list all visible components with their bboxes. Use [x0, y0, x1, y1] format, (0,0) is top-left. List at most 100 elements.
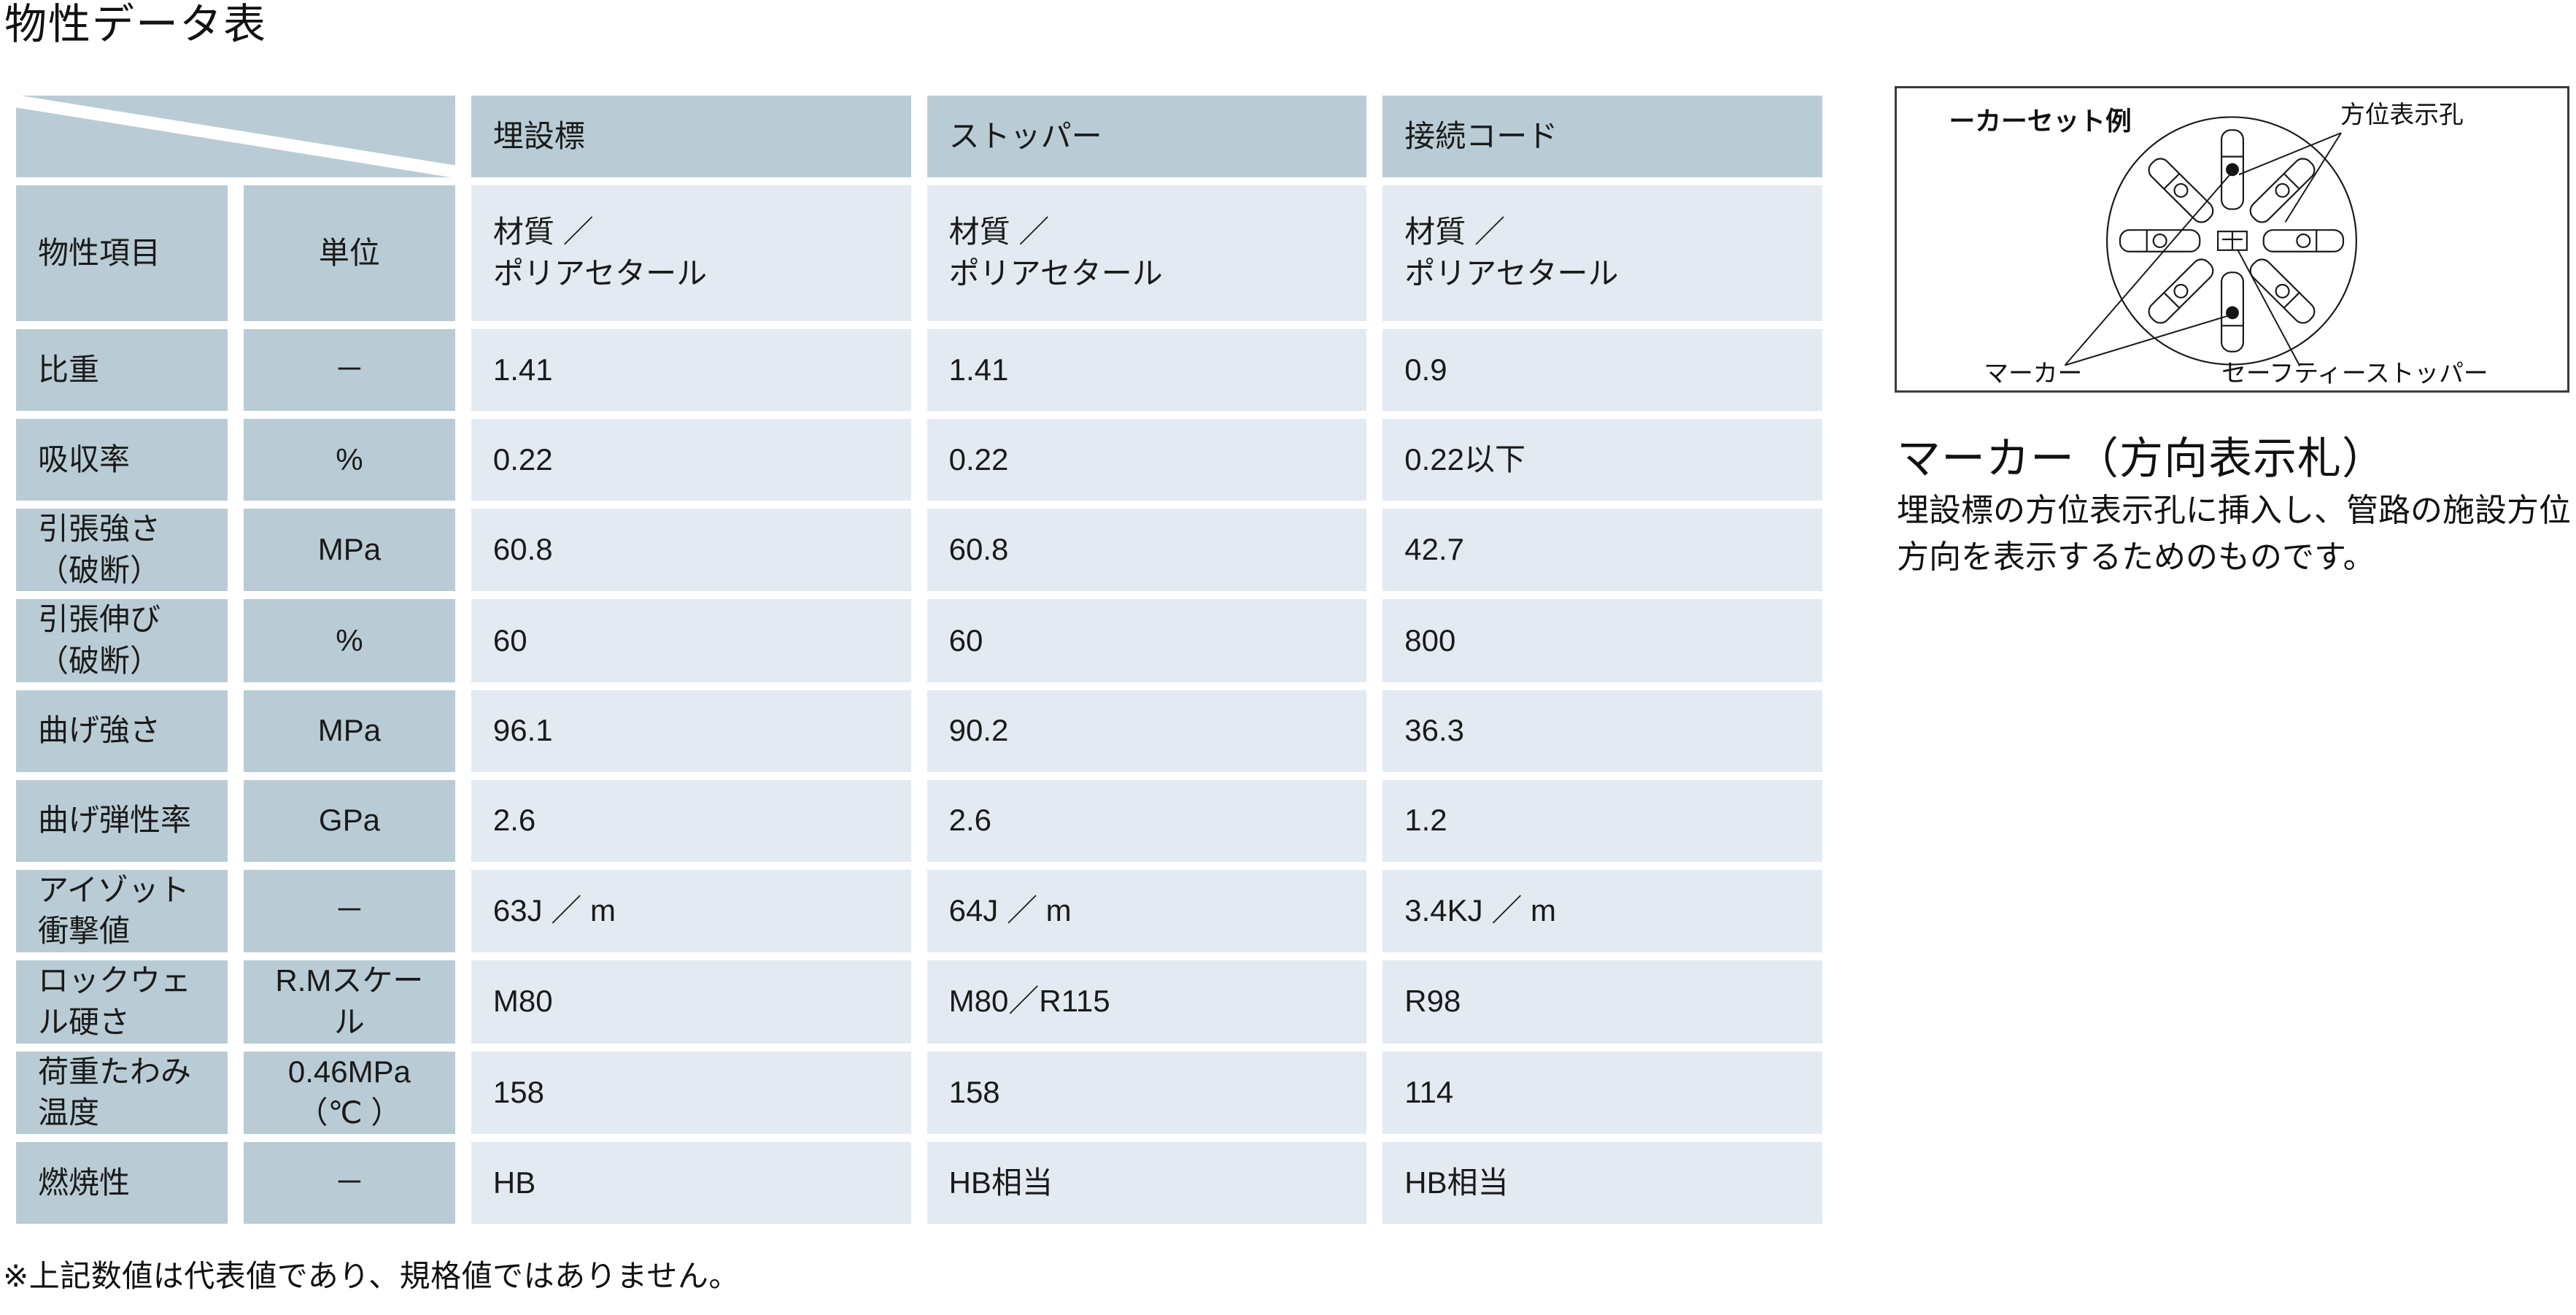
property-name-cell: 曲げ弾性率: [16, 779, 228, 862]
value-cell: HB: [471, 1141, 911, 1224]
slot-northeast: [2249, 258, 2316, 324]
value-cell: 64J ／ m: [927, 869, 1367, 953]
value-cell: 1.41: [471, 329, 911, 411]
table-row: 引張強さ（破断） MPa 60.8 60.8 42.7: [16, 509, 1822, 592]
value-cell: 1.41: [927, 329, 1367, 411]
unit-cell: MPa: [243, 509, 455, 592]
value-cell: 0.22以下: [1382, 419, 1822, 501]
value-cell: 0.9: [1382, 329, 1822, 411]
material-line-1: 材質 ／: [1404, 215, 1505, 250]
value-cell: 42.7: [1382, 509, 1822, 592]
label-direction-hole: 方位表示孔: [2340, 101, 2464, 128]
unit-cell: %: [243, 599, 455, 682]
material-cell-2: 材質 ／ ポリアセタール: [927, 185, 1367, 321]
value-cell: 158: [927, 1051, 1367, 1134]
table-row: 荷重たわみ温度 0.46MPa（℃ ） 158 158 114: [16, 1051, 1822, 1134]
value-cell: 60: [471, 599, 911, 682]
plate-circle: [2106, 116, 2357, 366]
property-name-cell: 荷重たわみ温度: [16, 1051, 228, 1134]
value-cell: M80／R115: [927, 960, 1367, 1044]
value-cell: 0.22: [927, 419, 1367, 501]
value-cell: 3.4KJ ／ m: [1382, 869, 1822, 953]
material-line-2: ポリアセタール: [492, 256, 708, 290]
property-name-cell: 引張強さ（破断）: [16, 509, 228, 592]
diagram-title: ーカーセット例: [1949, 107, 2132, 136]
leader-lines: [2064, 132, 2342, 366]
table-row: ロックウェル硬さ R.Mスケール M80 M80／R115 R98: [16, 960, 1822, 1044]
table-row: 燃焼性－ HB HB相当 HB相当: [16, 1141, 1822, 1224]
slot-south: [2221, 271, 2244, 352]
unit-cell: GPa: [243, 779, 455, 862]
value-cell: 0.22: [471, 419, 911, 501]
table-footnote: ※上記数値は代表値であり、規格値ではありません。: [3, 1259, 740, 1293]
property-name-cell: ロックウェル硬さ: [16, 960, 228, 1044]
value-cell: HB相当: [1382, 1141, 1822, 1224]
value-cell: M80: [471, 960, 911, 1044]
value-cell: 90.2: [927, 690, 1367, 772]
property-name-cell: 吸収率: [16, 419, 228, 501]
unit-cell: －: [243, 329, 455, 411]
center-stopper: [2217, 231, 2248, 251]
unit-cell: MPa: [243, 690, 455, 772]
value-cell: 96.1: [471, 690, 911, 772]
property-name-cell: 引張伸び（破断）: [16, 599, 228, 682]
property-name-cell: 曲げ強さ: [16, 690, 228, 772]
slot-southwest: [2148, 158, 2214, 223]
material-line-2: ポリアセタール: [948, 256, 1163, 290]
material-cell-1: 材質 ／ ポリアセタール: [471, 185, 911, 321]
material-row: 物性項目 単位 材質 ／ポリアセタール 材質 ／ポリアセタール 材質 ／ポリアセタール: [16, 185, 1822, 321]
value-cell: 1.2: [1382, 779, 1822, 862]
value-cell: 114: [1382, 1051, 1822, 1134]
table-corner-cell: [16, 96, 455, 177]
marker-section-body: 埋設標の方位表示孔に挿入し、管路の施設方位方向を表示するためのものです。: [1897, 493, 2571, 575]
value-cell: 63J ／ m: [471, 869, 911, 953]
value-cell: 800: [1382, 599, 1822, 682]
material-line-2: ポリアセタール: [1404, 256, 1619, 290]
table-row: 引張伸び（破断）% 60 60 800: [16, 599, 1822, 682]
marker-set-diagram: 方位表示孔 マーカー セーフティーストッパー ーカーセット例: [1895, 86, 2569, 393]
value-cell: 2.6: [927, 779, 1367, 862]
table-row: 吸収率% 0.22 0.22 0.22以下: [16, 419, 1822, 501]
table-row: 比重－ 1.41 1.41 0.9: [16, 329, 1822, 411]
marker-set-illustration: 方位表示孔 マーカー セーフティーストッパー ーカーセット例: [1949, 101, 2488, 387]
value-cell: 60.8: [471, 509, 911, 592]
table-header-row: 埋設標 ストッパー 接続コード: [16, 96, 1822, 177]
material-cell-3: 材質 ／ ポリアセタール: [1382, 185, 1822, 321]
unit-cell: －: [243, 1141, 455, 1224]
table-row: 曲げ弾性率 GPa 2.6 2.6 1.2: [16, 779, 1822, 862]
column-header-2: ストッパー: [927, 96, 1367, 177]
table-row: アイゾット衝撃値－ 63J ／ m 64J ／ m 3.4KJ ／ m: [16, 869, 1822, 953]
property-column-header: 物性項目: [16, 185, 228, 321]
property-data-table: 埋設標 ストッパー 接続コード 物性項目 単位 材質 ／ポリアセタール 材質 ／ポリアセター…: [0, 88, 1838, 1232]
value-cell: R98: [1382, 960, 1822, 1044]
column-header-3: 接続コード: [1382, 96, 1822, 177]
slot-west: [2119, 229, 2201, 252]
unit-cell: R.Mスケール: [243, 960, 455, 1044]
material-line-1: 材質 ／: [948, 215, 1050, 250]
value-cell: 36.3: [1382, 690, 1822, 772]
property-name-cell: 比重: [16, 329, 228, 411]
slot-northwest: [2148, 258, 2214, 324]
table-row: 曲げ強さ MPa 96.1 90.2 36.3: [16, 690, 1822, 772]
label-safety-stopper: セーフティーストッパー: [2221, 360, 2488, 387]
slot-southeast: [2249, 158, 2316, 223]
label-marker: マーカー: [1984, 360, 2082, 387]
unit-column-header: 単位: [243, 185, 455, 321]
material-line-1: 材質 ／: [492, 215, 594, 250]
value-cell: 60: [927, 599, 1367, 682]
value-cell: HB相当: [927, 1141, 1367, 1224]
diagonal-divider-icon: [16, 96, 455, 177]
slot-north: [2221, 129, 2244, 210]
value-cell: 2.6: [471, 779, 911, 862]
property-name-cell: アイゾット衝撃値: [16, 869, 228, 953]
page-title: 物性データ表: [4, 1, 268, 48]
value-cell: 60.8: [927, 509, 1367, 592]
unit-cell: －: [243, 869, 455, 953]
slot-east: [2262, 229, 2345, 252]
unit-cell: %: [243, 419, 455, 501]
marker-section-heading: マーカー（方向表示札）: [1897, 434, 2386, 483]
unit-cell: 0.46MPa（℃ ）: [243, 1051, 455, 1134]
value-cell: 158: [471, 1051, 911, 1134]
column-header-1: 埋設標: [471, 96, 911, 177]
property-name-cell: 燃焼性: [16, 1141, 228, 1224]
